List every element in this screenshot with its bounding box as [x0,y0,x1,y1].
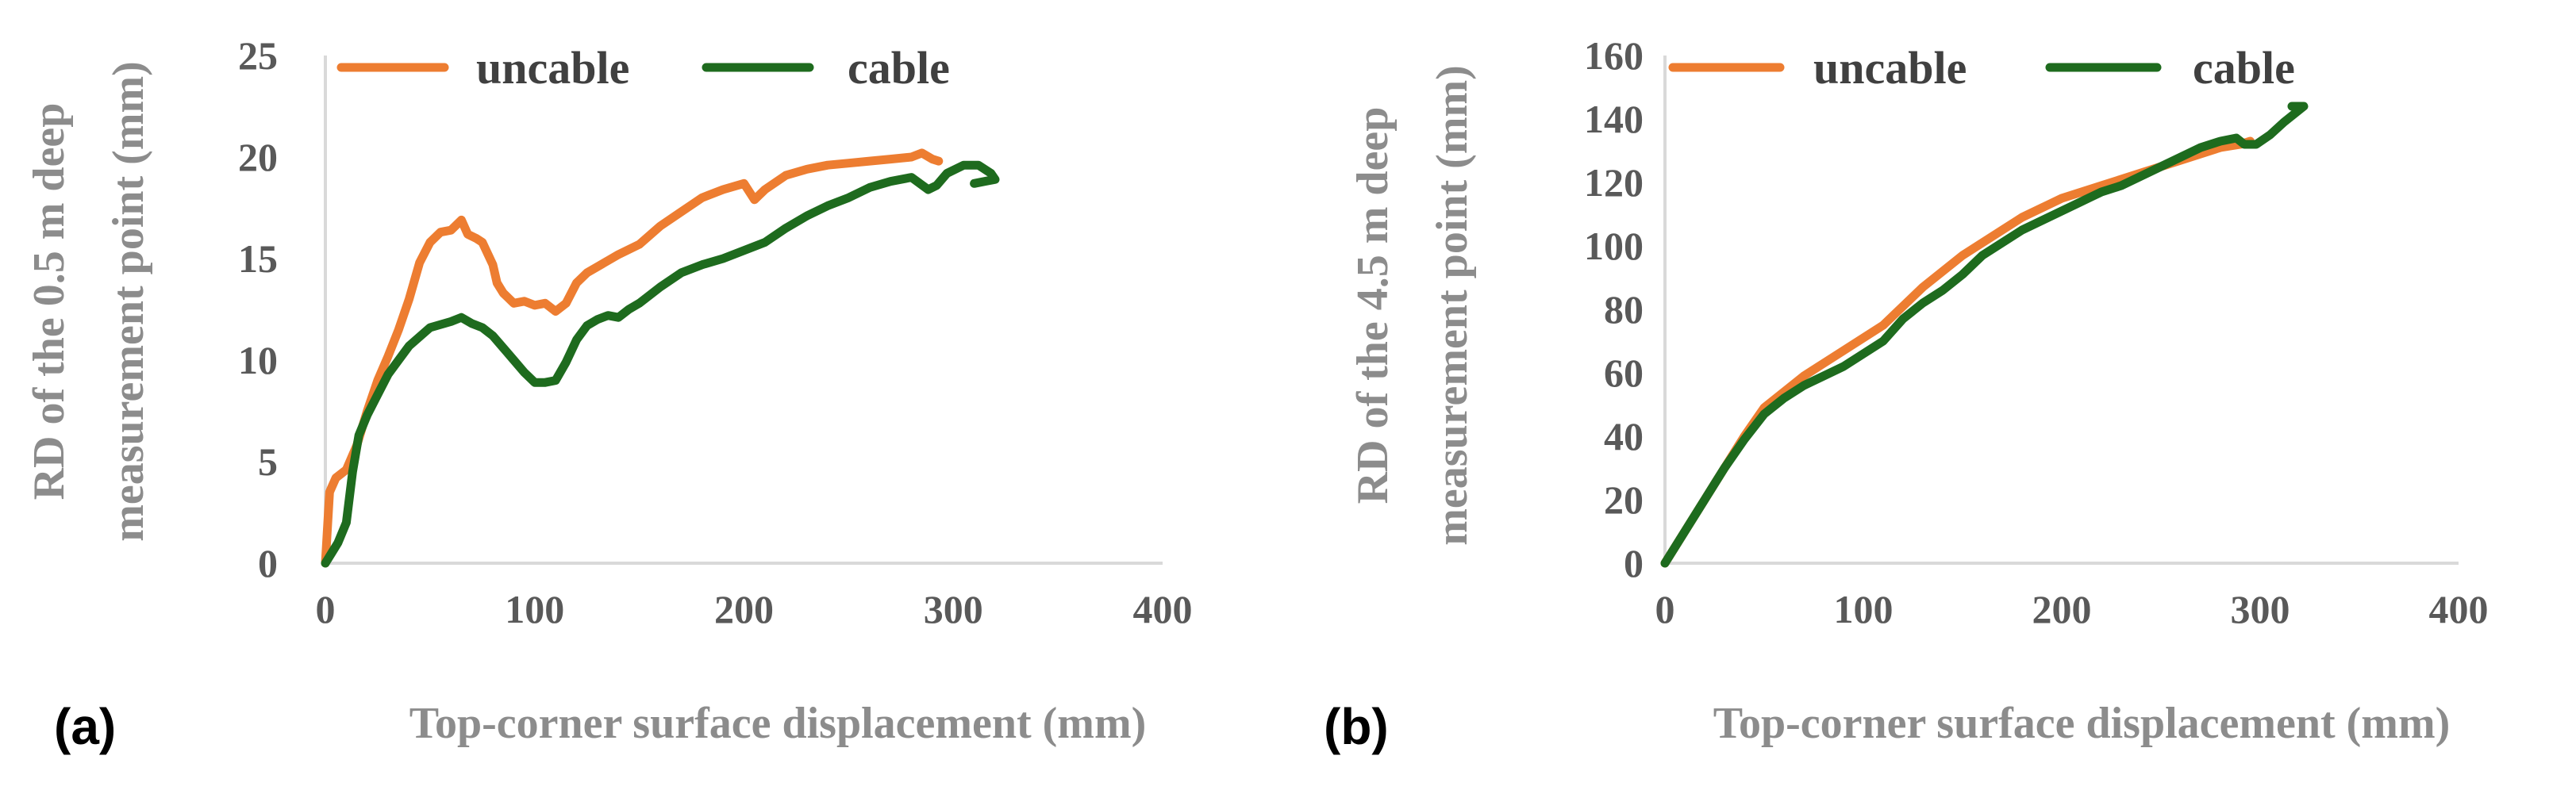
y-tick-label: 160 [1584,33,1644,78]
legend-label-cable: cable [2193,42,2295,94]
x-tick-label: 100 [505,587,564,631]
y-tick-label: 25 [238,33,278,78]
x-tick-label: 400 [2429,587,2489,631]
chart-a-svg: 0 5 10 15 20 25 0 100 200 300 400 RD of the 0.5 m d… [25,33,1193,755]
series-line-cable [1660,102,2309,568]
y-tick-label: 0 [258,541,278,585]
y-tick-label: 15 [238,236,278,281]
chart-b-svg: 0 20 40 60 80 100 120 140 160 0 100 200 300 400 RD of … [1324,33,2489,755]
legend-label-uncable: uncable [476,42,629,94]
y-tick-label: 60 [1604,351,1644,395]
y-axis-title-line1: RD of the 4.5 m deep [1348,107,1398,504]
chart-panel-a: 0 5 10 15 20 25 0 100 200 300 400 RD of the 0.5 m d… [25,33,1193,755]
series-line-uncable [321,148,944,568]
x-tick-label: 0 [1655,587,1675,631]
series-line-uncable [1660,136,2255,568]
y-tick-label: 140 [1584,97,1644,141]
legend-label-cable: cable [848,42,950,94]
x-tick-label: 300 [924,587,983,631]
y-tick-label: 10 [238,338,278,382]
y-axis-title-line1: RD of the 0.5 m deep [25,103,74,501]
y-tick-label: 5 [258,439,278,484]
y-tick-label: 20 [238,135,278,179]
x-tick-label: 0 [316,587,336,631]
panel-label: (a) [54,698,116,755]
chart-panel-b: 0 20 40 60 80 100 120 140 160 0 100 200 300 400 RD of … [1288,0,2576,794]
panel-label: (b) [1324,698,1389,755]
y-axis-title-line2: measurement point (mm) [104,61,153,542]
x-tick-label: 100 [1834,587,1894,631]
legend-label-uncable: uncable [1813,42,1967,94]
y-tick-label: 80 [1604,287,1644,332]
x-axis-title: Top-corner surface displacement (mm) [409,699,1147,748]
x-axis-title: Top-corner surface displacement (mm) [1713,699,2451,748]
y-tick-label: 0 [1624,541,1644,585]
y-tick-label: 20 [1604,478,1644,522]
series-line-cable [321,160,1000,568]
y-tick-label: 40 [1604,414,1644,458]
x-tick-label: 300 [2231,587,2290,631]
x-tick-label: 200 [714,587,774,631]
y-axis-title-line2: measurement point (mm) [1428,65,1477,546]
y-tick-label: 120 [1584,160,1644,205]
x-tick-label: 400 [1133,587,1193,631]
x-tick-label: 200 [2032,587,2092,631]
y-tick-label: 100 [1584,224,1644,268]
